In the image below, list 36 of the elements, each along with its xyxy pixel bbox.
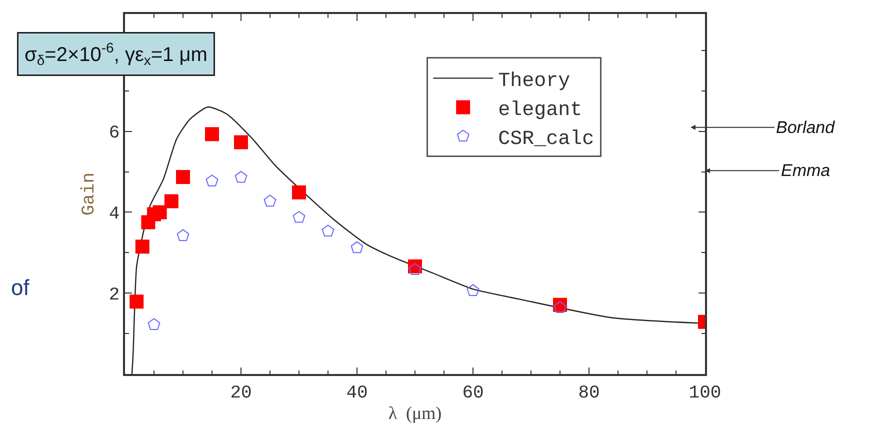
y-tick-label: 4	[108, 204, 120, 224]
point	[234, 135, 248, 150]
y-axis-title: Gain	[80, 172, 100, 216]
y-tick-label: 2	[108, 285, 120, 306]
point	[176, 229, 190, 242]
point	[350, 241, 364, 254]
annotation: σ$_{δ}$=2×10$^{-6}$, γε$_{x}$=1 μm	[24, 40, 208, 68]
text: Borland	[776, 118, 836, 137]
x-tick-label: 40	[346, 383, 368, 404]
text: Emma	[781, 161, 830, 180]
point	[164, 194, 178, 208]
point	[152, 205, 167, 220]
point	[176, 170, 190, 184]
legend-label: elegant	[498, 99, 582, 122]
x-tick-label: 100	[688, 383, 722, 404]
point	[205, 127, 219, 142]
point	[206, 174, 218, 186]
x-tick-label: 60	[462, 383, 484, 404]
y-tick-label: 6	[108, 124, 120, 144]
point	[554, 301, 566, 314]
point	[148, 318, 160, 330]
point	[135, 240, 150, 254]
x-axis-title: λ (μm)	[388, 402, 442, 423]
point	[292, 185, 306, 200]
x-tick-label: 20	[230, 383, 252, 404]
point	[292, 210, 306, 223]
point	[234, 170, 248, 183]
point	[408, 263, 422, 275]
point	[466, 284, 480, 296]
legend-label: Theory	[498, 70, 570, 93]
legend-label: CSR_calc	[498, 128, 594, 151]
x-tick-label: 80	[578, 383, 600, 404]
text: of	[11, 275, 30, 300]
point	[130, 294, 144, 309]
point	[322, 224, 334, 237]
point	[264, 194, 276, 207]
